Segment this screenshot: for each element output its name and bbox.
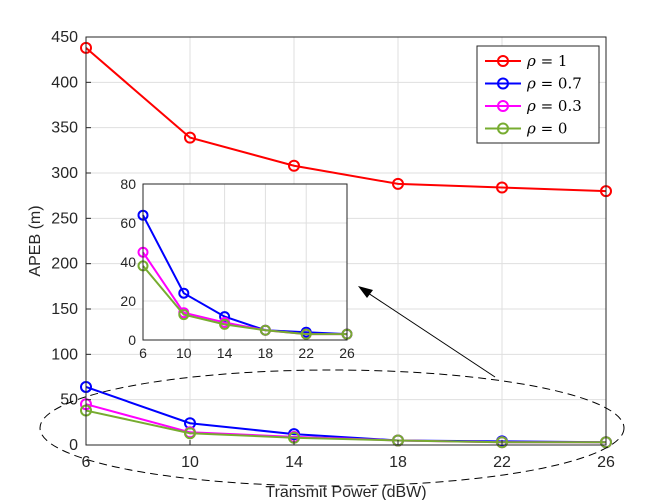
- legend-label: ρ = 0.3: [526, 97, 582, 115]
- y-tick-label: 0: [69, 437, 78, 454]
- y-tick-label: 100: [51, 346, 78, 363]
- inset-y-tick-label: 60: [120, 215, 136, 231]
- series-3-line: [85, 409, 606, 444]
- x-tick-label: 14: [285, 454, 303, 471]
- y-tick-label: 50: [60, 392, 78, 409]
- y-tick-label: 150: [51, 301, 78, 318]
- inset-series-0-line: [142, 214, 348, 336]
- series-0-point: [392, 177, 404, 190]
- y-tick-label: 350: [51, 120, 78, 137]
- inset-series-2-point: [219, 318, 231, 330]
- zoom-arrow-line: [364, 290, 496, 378]
- legend-swatch-marker: [497, 100, 509, 112]
- inset-y-tick-label: 0: [128, 332, 136, 348]
- inset-chart: 6 10 14 18 22 26 0 20 40 60 80: [120, 176, 355, 361]
- inset-frame: [142, 183, 348, 341]
- inset-x-tick-label: 18: [258, 345, 274, 361]
- inset-y-tick-label: 20: [120, 293, 136, 309]
- inset-x-tick-label: 26: [339, 345, 355, 361]
- inset-series-2-point: [259, 324, 271, 336]
- legend: ρ = 1 ρ = 0.7 ρ = 0.3 ρ = 0: [476, 45, 600, 144]
- series-0-point: [496, 181, 508, 194]
- legend-label: ρ = 0.7: [526, 75, 582, 93]
- inset-y-tick-label: 80: [120, 176, 136, 192]
- inset-x-tick-label: 22: [298, 345, 314, 361]
- series-3-point: [184, 427, 196, 440]
- series-3-point: [496, 436, 508, 449]
- legend-label: ρ = 0: [526, 120, 567, 138]
- inset-series-2-point: [178, 309, 190, 321]
- series-0-point: [288, 159, 300, 172]
- inset-series-0-point: [178, 287, 190, 299]
- inset-x-tick-label: 14: [217, 345, 233, 361]
- y-tick-label: 300: [51, 165, 78, 182]
- x-axis-title: Transmit Power (dBW): [265, 484, 426, 500]
- plot-frame: [85, 36, 607, 446]
- x-tick-label: 6: [82, 454, 91, 471]
- inset-x-tick-label: 6: [139, 345, 147, 361]
- inset-series-2-point: [300, 328, 312, 340]
- legend-swatch-marker: [497, 77, 509, 90]
- x-tick-label: 10: [181, 454, 199, 471]
- zoom-annotation: [39, 286, 625, 487]
- x-tick-label: 18: [389, 454, 407, 471]
- y-tick-label: 200: [51, 256, 78, 273]
- zoom-arrow-head: [358, 286, 373, 298]
- inset-x-tick-label: 10: [176, 345, 192, 361]
- zoom-ellipse: [39, 369, 625, 487]
- series-0-line: [85, 47, 607, 193]
- y-tick-label: 400: [51, 74, 78, 91]
- y-tick-label: 450: [51, 29, 78, 46]
- inset-series-2-line: [142, 265, 347, 336]
- legend-swatch-marker: [497, 122, 509, 135]
- inset-series-0-point: [219, 311, 231, 323]
- legend-label: ρ = 1: [526, 52, 567, 70]
- main-axes: 6 10 14 18 22 26050100150200250300350400450Tr…: [27, 29, 615, 500]
- x-tick-label: 26: [597, 454, 615, 471]
- inset-y-tick-label: 40: [120, 254, 136, 270]
- y-tick-label: 250: [51, 210, 78, 227]
- y-axis-title: APEB (m): [27, 205, 44, 276]
- x-tick-label: 22: [493, 454, 511, 471]
- series-0-point: [184, 131, 196, 144]
- legend-swatch-marker: [497, 55, 509, 67]
